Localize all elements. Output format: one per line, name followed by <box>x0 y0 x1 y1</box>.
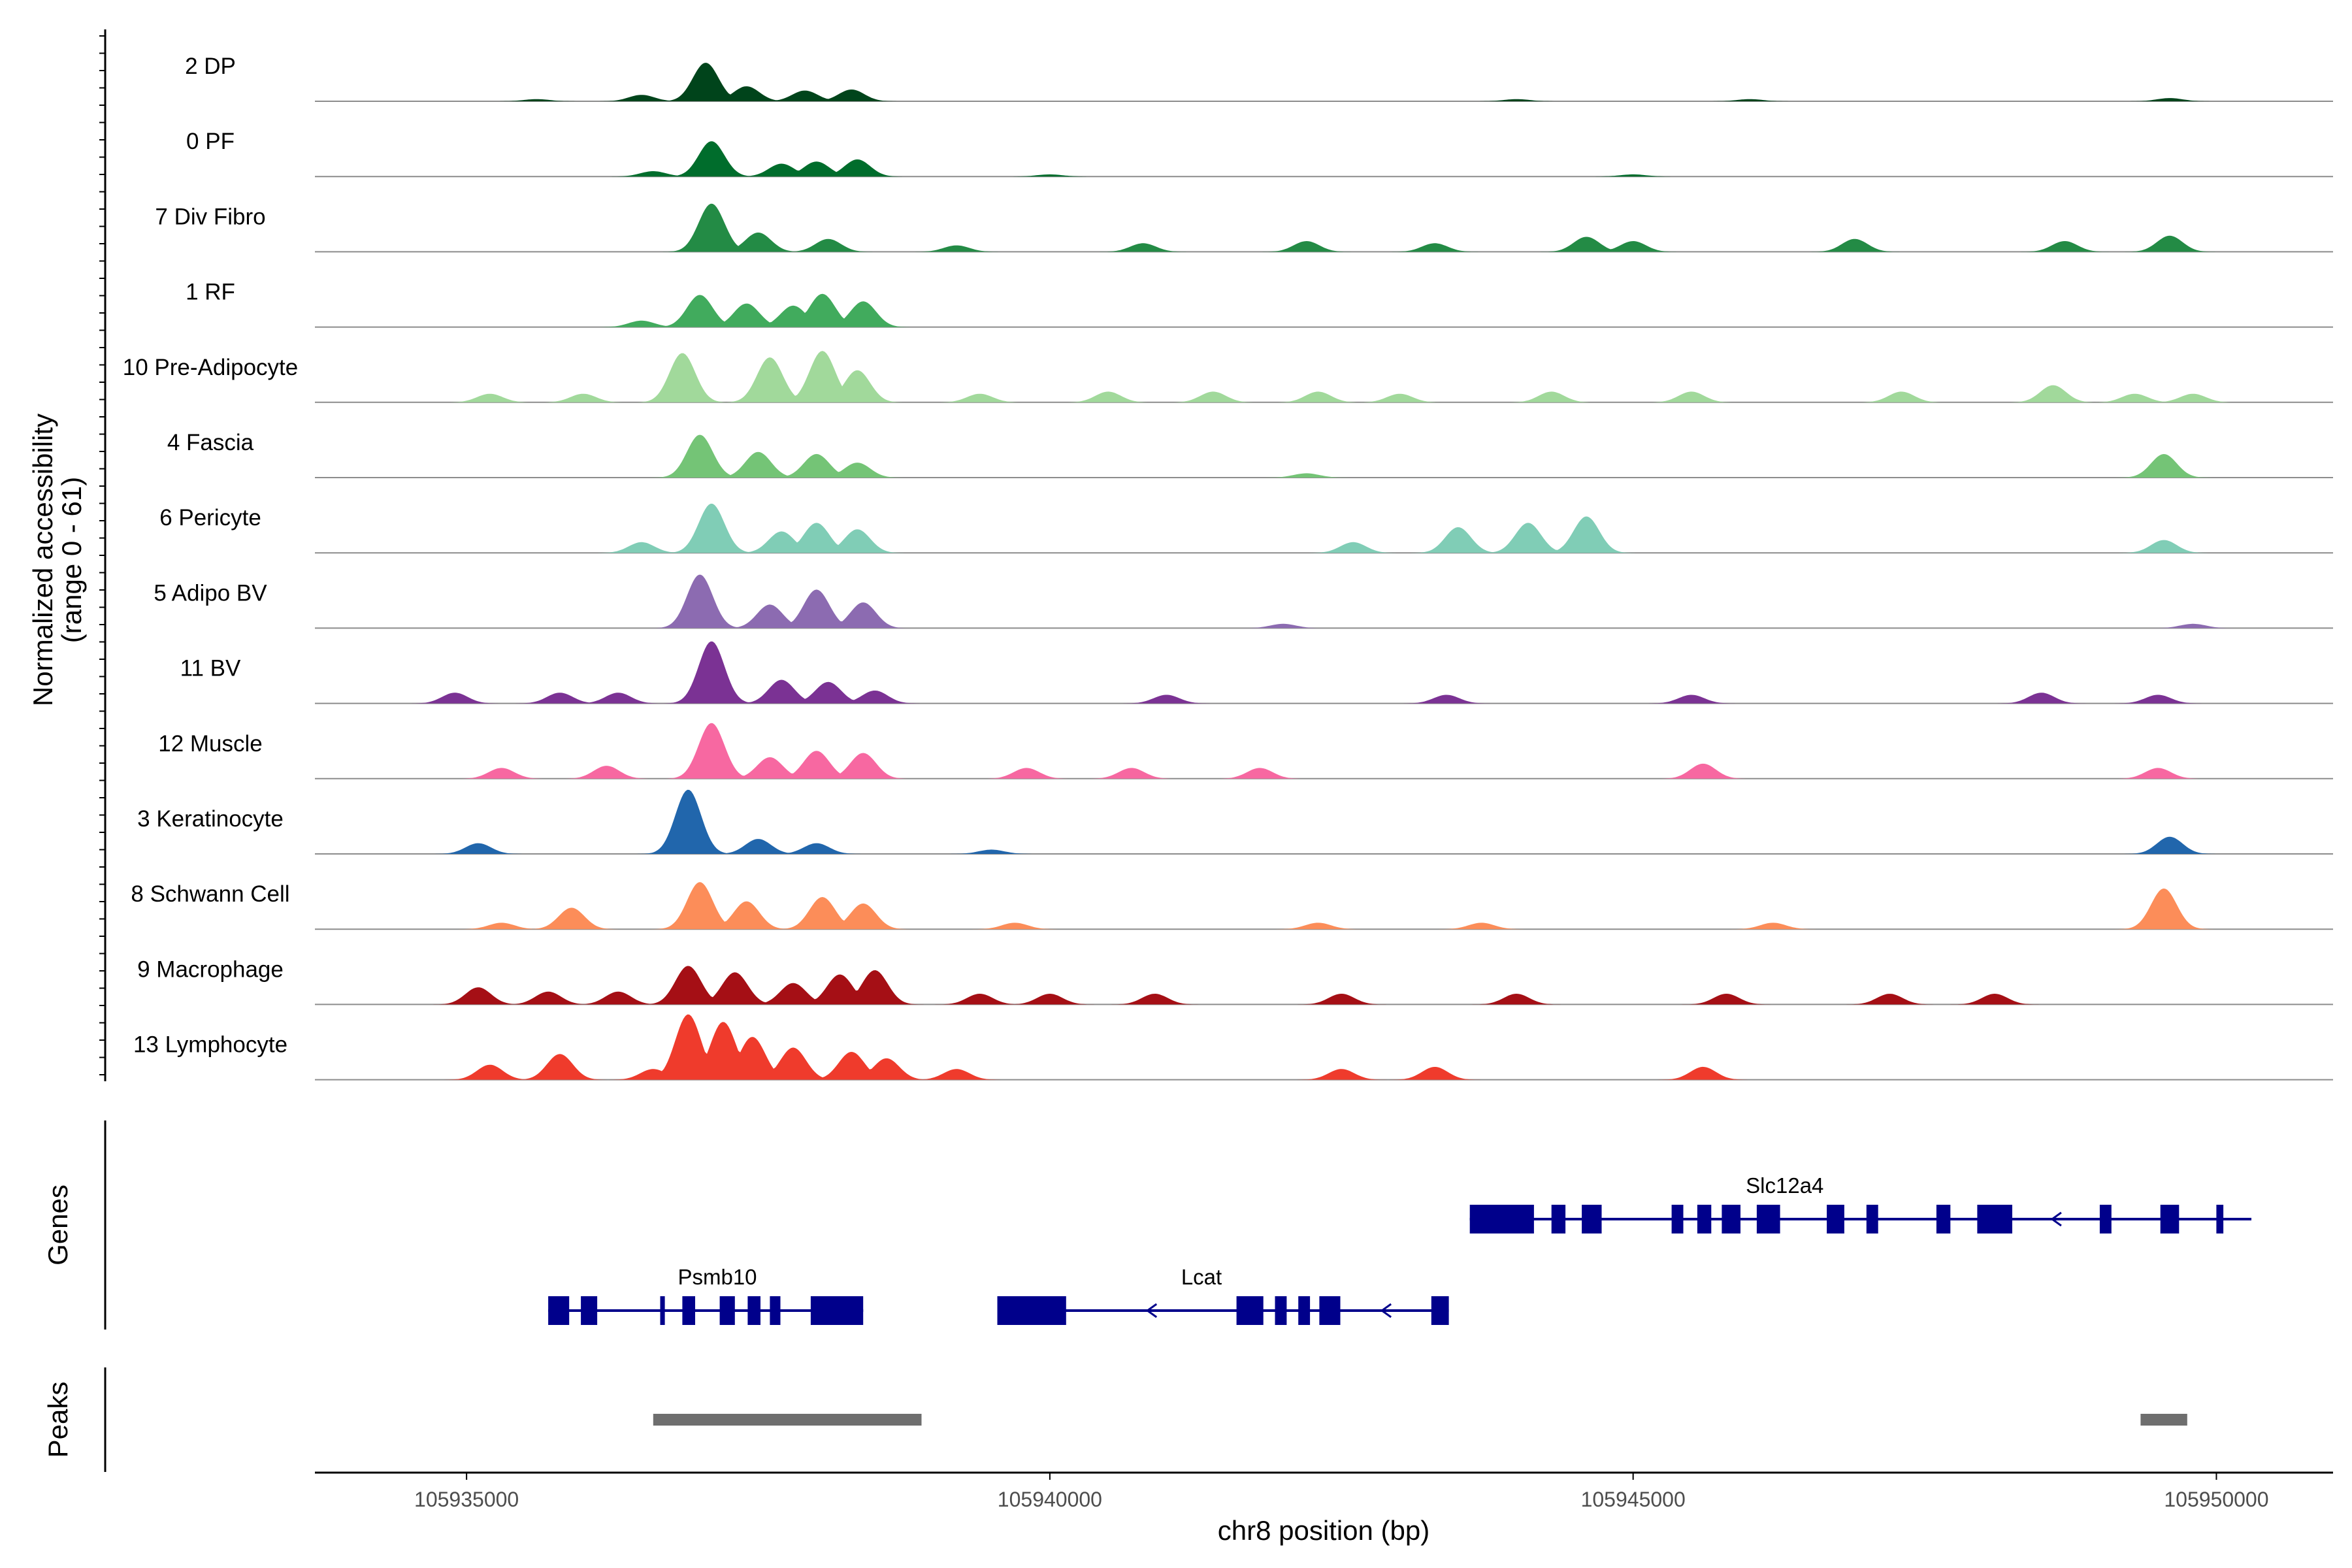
peaks-track <box>653 1414 2187 1426</box>
gene-label: Lcat <box>1181 1265 1222 1289</box>
coverage-area <box>315 63 2333 101</box>
track-label: 13 Lymphocyte <box>133 1032 287 1058</box>
track-label: 2 DP <box>185 54 236 79</box>
y-axis-title-line1: Normalized accessibility <box>27 414 58 706</box>
gene-exon <box>1977 1205 2012 1233</box>
gene-exon <box>581 1296 598 1325</box>
gene-exon <box>1936 1205 1951 1233</box>
gene-exon <box>1551 1205 1566 1233</box>
gene-exon <box>2216 1205 2224 1233</box>
strand-arrow <box>1145 1303 1158 1318</box>
track-label: 9 Macrophage <box>137 956 284 982</box>
track-label: 4 Fascia <box>167 430 254 455</box>
gene-exon <box>1431 1296 1449 1325</box>
gene-annotation-track: Slc12a4 Psmb10 Lcat <box>548 1173 2252 1325</box>
gene-exon <box>1756 1205 1780 1233</box>
gene-exon <box>1275 1296 1287 1325</box>
peak-bar <box>653 1414 922 1426</box>
track-label: 3 Keratinocyte <box>137 806 284 832</box>
coverage-area <box>315 966 2333 1005</box>
x-tick-label: 105945000 <box>1581 1488 1686 1511</box>
accessibility-axis-ticks <box>99 35 105 1075</box>
gene-exon <box>810 1296 864 1325</box>
gene-exon <box>1866 1205 1878 1233</box>
strand-arrow <box>2050 1211 2062 1227</box>
coverage-area <box>315 789 2333 854</box>
gene-exon <box>1697 1205 1712 1233</box>
coverage-area <box>315 293 2333 327</box>
gene-label: Slc12a4 <box>1746 1173 1823 1198</box>
gene-exon <box>1722 1205 1740 1233</box>
peaks-panel-title: Peaks <box>42 1382 73 1458</box>
track-label: 11 BV <box>180 656 241 681</box>
genes-panel-title: Genes <box>42 1184 73 1266</box>
gene-exon <box>660 1296 665 1325</box>
y-axis-title-line2: (range 0 - 61) <box>56 477 87 643</box>
track-label: 12 Muscle <box>158 731 263 757</box>
gene-exon <box>1582 1205 1602 1233</box>
x-axis-title: chr8 position (bp) <box>1218 1515 1430 1546</box>
x-axis-ticks: 105935000 105940000 105945000 105950000 <box>414 1473 2269 1511</box>
strand-arrow <box>1380 1303 1392 1318</box>
track-label: 10 Pre-Adipocyte <box>123 355 298 380</box>
gene-exon <box>997 1296 1066 1325</box>
track-label: 8 Schwann Cell <box>131 881 289 907</box>
coverage-area <box>315 723 2333 779</box>
gene-exon <box>1319 1296 1341 1325</box>
coverage-area <box>315 574 2333 629</box>
x-tick-label: 105940000 <box>998 1488 1102 1511</box>
gene-exon <box>1469 1205 1534 1233</box>
gene-exon <box>770 1296 781 1325</box>
coverage-area <box>315 434 2333 478</box>
coverage-area <box>315 882 2333 930</box>
gene-exon <box>2160 1205 2180 1233</box>
gene-exon <box>747 1296 760 1325</box>
gene-exon <box>1827 1205 1844 1233</box>
track-label: 7 Div Fibro <box>155 204 265 229</box>
track-label: 5 Adipo BV <box>154 580 267 606</box>
coverage-tracks: 2 DP 0 PF 7 Div Fibro 1 RF 10 Pre-Adipocyte 4… <box>123 54 2333 1081</box>
gene-exon <box>1671 1205 1684 1233</box>
gene-exon <box>548 1296 570 1325</box>
coverage-area <box>315 503 2333 553</box>
track-label: 1 RF <box>186 280 235 305</box>
track-label: 6 Pericyte <box>159 505 261 531</box>
gene-exon <box>719 1296 735 1325</box>
coverage-area <box>315 641 2333 704</box>
coverage-area <box>315 141 2333 177</box>
track-label: 0 PF <box>186 129 235 154</box>
peak-bar <box>2140 1414 2187 1426</box>
gene-exon <box>1236 1296 1264 1325</box>
gene-exon <box>2099 1205 2112 1233</box>
coverage-area <box>315 351 2333 402</box>
x-tick-label: 105935000 <box>414 1488 519 1511</box>
x-tick-label: 105950000 <box>2164 1488 2268 1511</box>
gene-label: Psmb10 <box>678 1265 757 1289</box>
coverage-area <box>315 1014 2333 1080</box>
gene-exon <box>682 1296 695 1325</box>
gene-exon <box>1298 1296 1311 1325</box>
coverage-area <box>315 203 2333 252</box>
